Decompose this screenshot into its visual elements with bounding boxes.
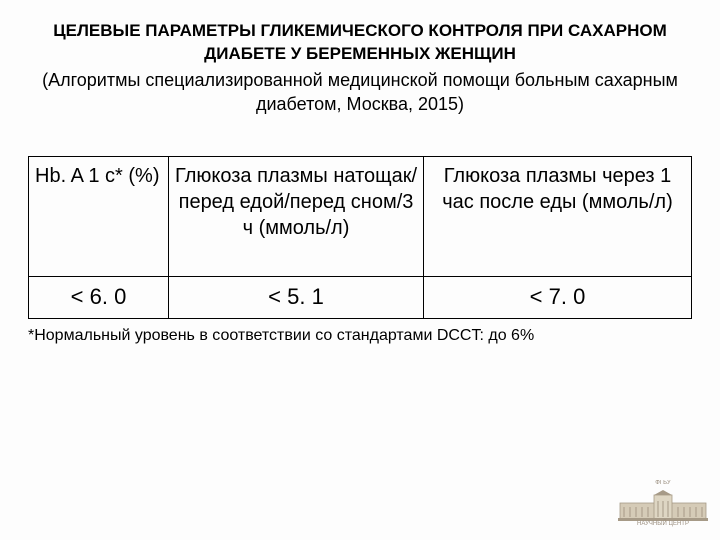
building-icon: [618, 489, 708, 521]
glycemic-targets-table: Hb. A 1 c* (%) Глюкоза плазмы натощак/пе…: [28, 156, 692, 319]
institution-logo: ФГБУ НАУЧНЫЙ ЦЕНТР: [618, 480, 708, 530]
footnote: *Нормальный уровень в соответствии со ст…: [28, 327, 692, 345]
table-header-row: Hb. A 1 c* (%) Глюкоза плазмы натощак/пе…: [29, 157, 692, 277]
title-subtitle: (Алгоритмы специализированной медицинско…: [28, 68, 692, 117]
title-block: ЦЕЛЕВЫЕ ПАРАМЕТРЫ ГЛИКЕМИЧЕСКОГО КОНТРОЛ…: [28, 20, 692, 116]
logo-caption-bottom: НАУЧНЫЙ ЦЕНТР: [618, 521, 708, 528]
cell-fasting-value: < 5. 1: [169, 277, 424, 319]
col-header-postprandial: Глюкоза плазмы через 1 час после еды (мм…: [424, 157, 692, 277]
col-header-fasting: Глюкоза плазмы натощак/перед едой/перед …: [169, 157, 424, 277]
cell-hba1c-value: < 6. 0: [29, 277, 169, 319]
title-main: ЦЕЛЕВЫЕ ПАРАМЕТРЫ ГЛИКЕМИЧЕСКОГО КОНТРОЛ…: [28, 20, 692, 66]
col-header-hba1c: Hb. A 1 c* (%): [29, 157, 169, 277]
cell-postprandial-value: < 7. 0: [424, 277, 692, 319]
logo-caption-top: ФГБУ: [618, 480, 708, 487]
table-row: < 6. 0 < 5. 1 < 7. 0: [29, 277, 692, 319]
slide: ЦЕЛЕВЫЕ ПАРАМЕТРЫ ГЛИКЕМИЧЕСКОГО КОНТРОЛ…: [0, 0, 720, 540]
